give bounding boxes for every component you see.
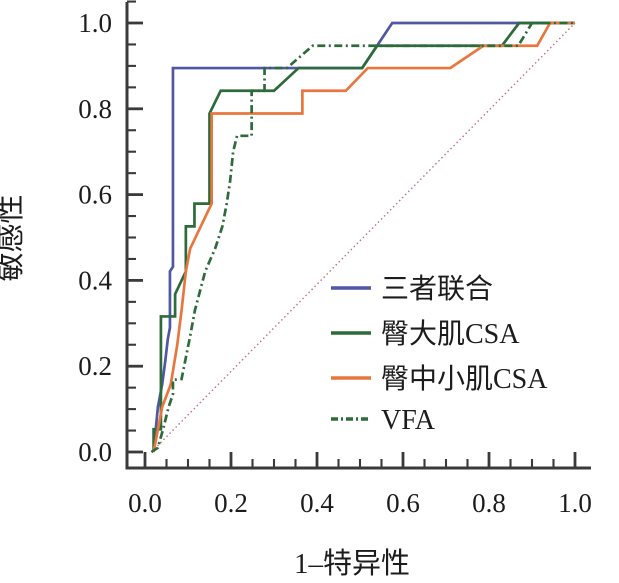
reference-line-layer [150, 22, 576, 453]
x-tick-label: 0.4 [300, 488, 334, 518]
y-tick-label: 0.8 [78, 94, 112, 124]
y-axis-title: 敏感性 [0, 194, 27, 281]
legend-label-2: 臀大肌CSA [381, 318, 520, 350]
x-tick-label: 0.0 [128, 488, 162, 518]
y-tick-label: 0.4 [78, 265, 112, 295]
x-axis-title: 1–特异性 [294, 547, 410, 580]
y-tick-label: 0.2 [78, 351, 112, 381]
y-tick-label: 0.0 [78, 437, 112, 467]
y-tick-label: 1.0 [78, 8, 112, 38]
x-tick-label: 0.8 [472, 488, 506, 518]
roc-curves [150, 21, 575, 454]
legend-label-3: 臀中小肌CSA [381, 363, 548, 395]
axes: 0.0 0.0 0.2 0.2 0.4 0.4 0.6 0.6 0.8 0.8 1.0 1.0 [78, 0, 592, 518]
x-tick-label: 0.6 [386, 488, 420, 518]
x-tick-label: 1.0 [558, 488, 592, 518]
legend-label-1: 三者联合 [381, 273, 493, 305]
reference-diagonal [150, 22, 576, 453]
roc-curve-4 [150, 21, 575, 454]
y-tick-label: 0.6 [78, 180, 112, 210]
x-tick-label: 0.2 [214, 488, 248, 518]
legend-label-4: VFA [381, 405, 436, 436]
roc-curve-2 [152, 21, 575, 452]
